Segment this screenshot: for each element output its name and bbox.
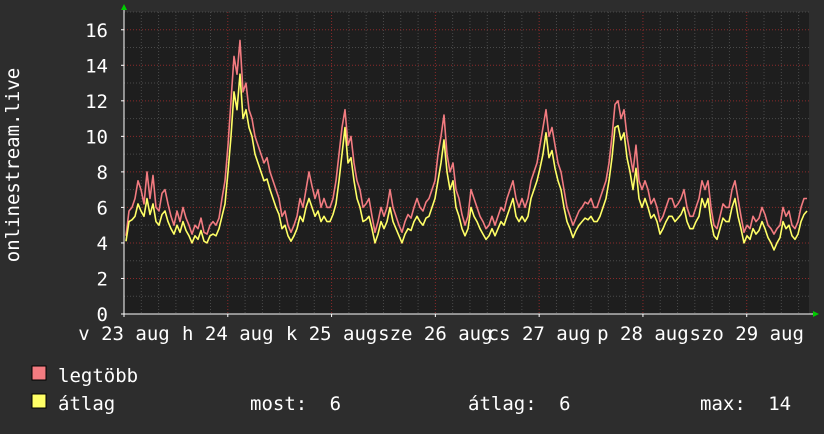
y-axis-arrow xyxy=(121,4,127,10)
stat-max: max: 14 xyxy=(700,393,791,415)
y-tick-label: 0 xyxy=(97,304,108,326)
legend-item-avg: átlag xyxy=(31,393,115,415)
series-lines xyxy=(125,39,808,251)
y-axis-label: onlinestream.live xyxy=(2,68,24,262)
series-line-1 xyxy=(125,73,808,251)
x-axis-arrow xyxy=(813,311,819,317)
series-line-0 xyxy=(125,39,807,236)
y-tick-label: 16 xyxy=(85,20,108,42)
x-tick-label: sze 26 aug xyxy=(378,323,492,345)
y-tick-label: 12 xyxy=(85,91,108,113)
x-tick-label: szo 29 aug xyxy=(690,323,804,345)
x-tick-label: k 25 aug xyxy=(286,323,378,345)
stat-now-value: 6 xyxy=(330,393,341,415)
legend-label-avg: átlag xyxy=(58,393,115,415)
legend-item-max: legtöbb xyxy=(31,365,138,387)
y-tick-label: 10 xyxy=(85,126,108,148)
stat-average-value: 6 xyxy=(559,393,570,415)
grid xyxy=(124,11,809,314)
legend-swatch-max xyxy=(31,365,47,381)
legend-swatch-avg xyxy=(31,393,47,409)
stat-now: most: 6 xyxy=(250,393,341,415)
x-tick-label: cs 27 aug xyxy=(488,323,591,345)
legend: legtöbb átlag xyxy=(31,365,138,415)
y-tick-label: 4 xyxy=(97,233,108,255)
stat-now-label: most: xyxy=(250,393,307,415)
x-tick-label: v 23 aug xyxy=(78,323,170,345)
axes xyxy=(121,4,819,317)
y-tick-label: 8 xyxy=(97,162,108,184)
legend-label-max: legtöbb xyxy=(58,365,138,387)
stat-max-value: 14 xyxy=(768,393,791,415)
y-tick-labels: 0 2 4 6 8 10 12 14 16 xyxy=(85,20,108,326)
y-tick-label: 14 xyxy=(85,55,108,77)
stats: most: 6 átlag: 6 max: 14 xyxy=(250,393,791,415)
stat-max-label: max: xyxy=(700,393,746,415)
stat-average: átlag: 6 xyxy=(468,393,571,415)
x-tick-label: p 28 aug xyxy=(597,323,689,345)
y-tick-label: 2 xyxy=(97,268,108,290)
y-tick-label: 6 xyxy=(97,197,108,219)
stat-average-label: átlag: xyxy=(468,393,537,415)
x-tick-label: h 24 aug xyxy=(182,323,274,345)
